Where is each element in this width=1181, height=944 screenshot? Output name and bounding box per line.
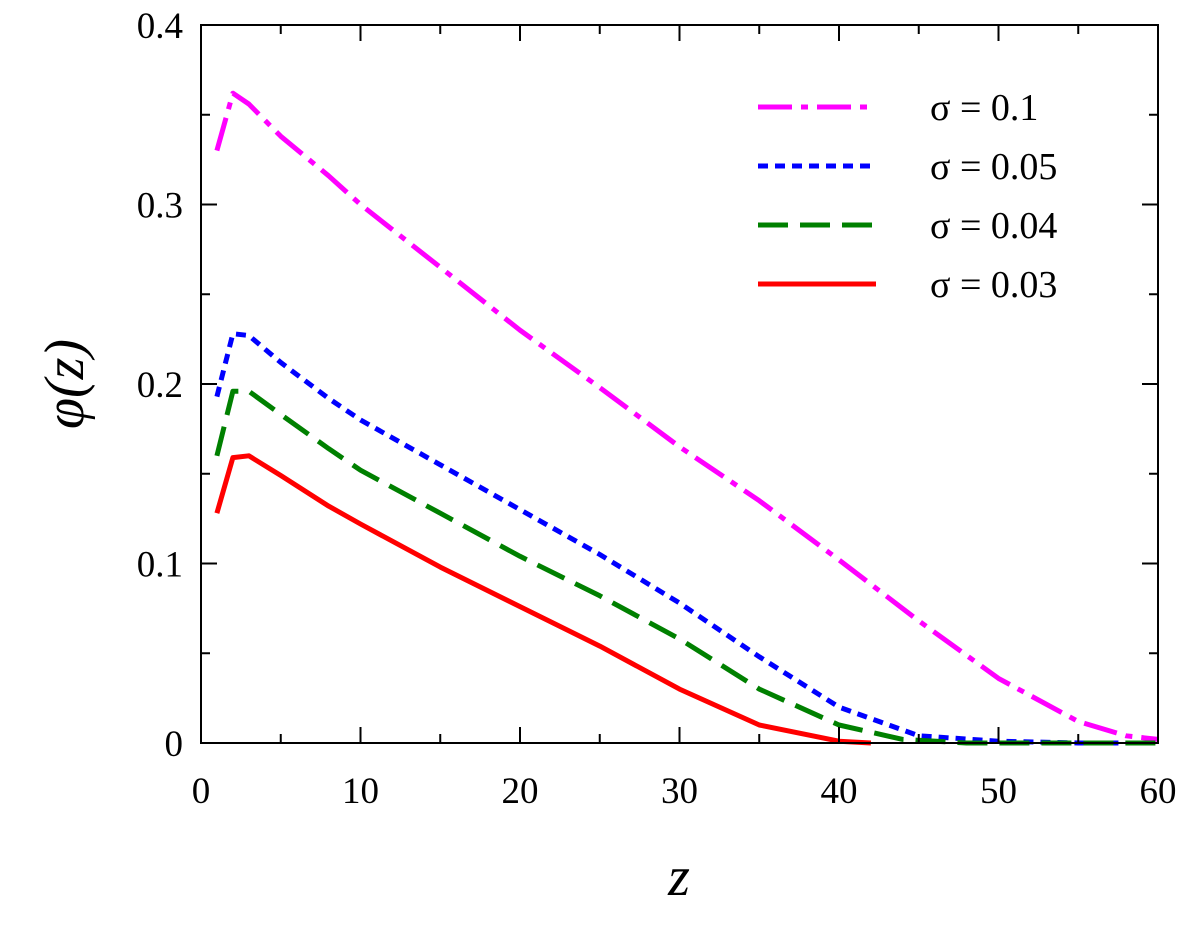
- x-tick-label: 50: [980, 771, 1017, 812]
- y-axis-label: φ(z): [34, 339, 96, 429]
- legend-label-4: σ = 0.03: [930, 264, 1057, 306]
- y-tick-label: 0.3: [137, 186, 183, 227]
- x-tick-label: 60: [1140, 771, 1177, 812]
- y-tick-label: 0.1: [137, 545, 183, 586]
- series-line-3: [214, 388, 1158, 746]
- series-line-2: [214, 331, 1158, 746]
- x-tick-label: 20: [502, 771, 539, 812]
- x-tick-label: 10: [342, 771, 379, 812]
- series-line-4: [214, 453, 872, 746]
- legend-label-3: σ = 0.04: [930, 205, 1057, 247]
- plot-frame: [200, 24, 1159, 744]
- legend-label-2: σ = 0.05: [930, 146, 1057, 188]
- legend: σ = 0.1 σ = 0.05 σ = 0.04 σ = 0.03: [758, 87, 1057, 306]
- ticks-layer: [200, 24, 1159, 744]
- y-tick-label: 0.4: [137, 6, 183, 47]
- x-tick-label: 30: [661, 771, 698, 812]
- x-axis-label: z: [667, 846, 690, 908]
- x-tick-label: 40: [821, 771, 858, 812]
- legend-label-1: σ = 0.1: [930, 87, 1038, 129]
- y-tick-label: 0.2: [137, 365, 183, 406]
- y-tick-label: 0: [165, 724, 184, 765]
- tick-labels-layer: 0 10 20 30 40 50 60 0 0.1 0.2 0.3 0.4: [137, 6, 1177, 812]
- x-tick-label: 0: [192, 771, 211, 812]
- series-layer: [214, 90, 1159, 746]
